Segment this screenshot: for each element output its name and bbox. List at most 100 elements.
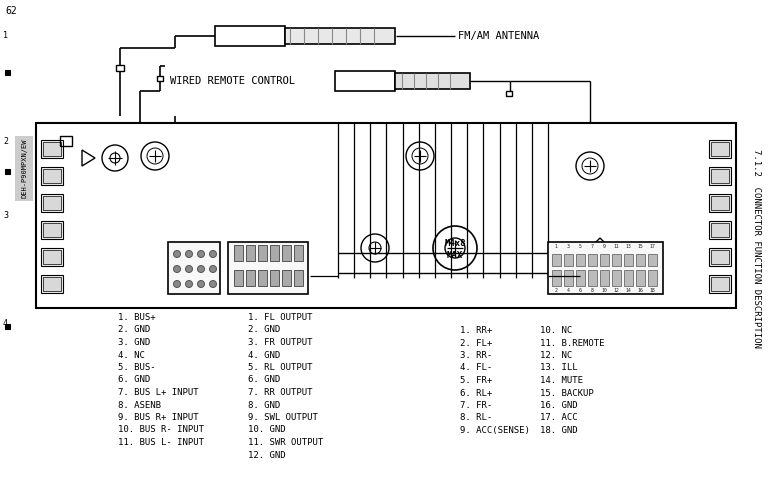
Bar xyxy=(624,254,633,266)
Text: 6. RL+: 6. RL+ xyxy=(460,388,492,397)
Text: 10. GND: 10. GND xyxy=(248,426,286,434)
Bar xyxy=(548,242,663,294)
Circle shape xyxy=(174,250,180,257)
Text: 1. BUS+: 1. BUS+ xyxy=(118,313,156,322)
Bar xyxy=(552,254,561,266)
Text: DEH-P90MPXN/EW: DEH-P90MPXN/EW xyxy=(21,138,27,198)
Bar xyxy=(43,250,61,264)
Bar xyxy=(282,245,291,261)
Bar xyxy=(41,248,63,266)
Bar xyxy=(335,71,395,91)
Bar xyxy=(564,254,573,266)
Bar xyxy=(234,245,243,261)
Bar xyxy=(711,250,729,264)
Text: 17. ACC: 17. ACC xyxy=(540,414,578,423)
Bar xyxy=(711,223,729,237)
Bar xyxy=(636,270,645,286)
Bar xyxy=(168,242,220,294)
Bar xyxy=(43,277,61,291)
Bar xyxy=(624,270,633,286)
Text: 3: 3 xyxy=(3,211,8,221)
Text: 12. GND: 12. GND xyxy=(248,450,286,459)
Bar xyxy=(60,136,72,146)
Bar xyxy=(709,194,731,212)
Text: 1: 1 xyxy=(554,244,558,248)
Bar xyxy=(709,221,731,239)
Text: 10: 10 xyxy=(601,289,607,294)
Text: 17: 17 xyxy=(649,244,655,248)
Text: 1. FL OUTPUT: 1. FL OUTPUT xyxy=(248,313,313,322)
Circle shape xyxy=(210,281,217,288)
Text: 4. GND: 4. GND xyxy=(248,351,280,360)
Text: 6. GND: 6. GND xyxy=(248,375,280,384)
Bar xyxy=(711,196,729,210)
Bar xyxy=(285,28,395,44)
Bar xyxy=(612,270,621,286)
Circle shape xyxy=(197,281,204,288)
Bar xyxy=(711,169,729,183)
Text: 8. RL-: 8. RL- xyxy=(460,414,492,423)
Text: 11. B.REMOTE: 11. B.REMOTE xyxy=(540,338,604,348)
Bar xyxy=(43,142,61,156)
Text: 2. FL+: 2. FL+ xyxy=(460,338,492,348)
Text: 2. GND: 2. GND xyxy=(118,325,151,334)
Bar xyxy=(246,270,255,286)
Text: 14: 14 xyxy=(625,289,631,294)
Text: 4: 4 xyxy=(3,319,8,328)
Text: 7. FR-: 7. FR- xyxy=(460,401,492,410)
Bar xyxy=(612,254,621,266)
Text: 8. ASENB: 8. ASENB xyxy=(118,400,161,410)
Text: 2: 2 xyxy=(554,289,558,294)
Text: FM/AM ANTENNA: FM/AM ANTENNA xyxy=(458,31,539,41)
Text: 12: 12 xyxy=(613,289,619,294)
Circle shape xyxy=(186,250,193,257)
Text: 7. RR OUTPUT: 7. RR OUTPUT xyxy=(248,388,313,397)
Bar xyxy=(282,270,291,286)
Bar xyxy=(43,169,61,183)
Text: 15. BACKUP: 15. BACKUP xyxy=(540,388,594,397)
Text: 11. BUS L- INPUT: 11. BUS L- INPUT xyxy=(118,438,204,447)
Text: 4. FL-: 4. FL- xyxy=(460,364,492,372)
Text: 62: 62 xyxy=(5,6,17,16)
Text: 13: 13 xyxy=(625,244,631,248)
Text: 7.1.2  CONNECTOR FUNCTION DESCRIPTION: 7.1.2 CONNECTOR FUNCTION DESCRIPTION xyxy=(752,149,760,347)
Bar xyxy=(157,76,163,81)
Bar xyxy=(43,223,61,237)
Text: 10. NC: 10. NC xyxy=(540,326,572,335)
Bar xyxy=(116,65,124,71)
Text: 16. GND: 16. GND xyxy=(540,401,578,410)
Bar xyxy=(576,254,585,266)
Bar xyxy=(709,275,731,293)
Circle shape xyxy=(174,265,180,272)
Text: 6. GND: 6. GND xyxy=(118,375,151,384)
Text: 3: 3 xyxy=(567,244,569,248)
Bar xyxy=(576,270,585,286)
Text: 3. FR OUTPUT: 3. FR OUTPUT xyxy=(248,338,313,347)
Bar xyxy=(5,70,10,75)
Text: 5: 5 xyxy=(578,244,581,248)
Text: 11: 11 xyxy=(613,244,619,248)
Bar xyxy=(552,270,561,286)
Bar xyxy=(5,169,10,174)
Bar xyxy=(270,245,279,261)
Text: 10. BUS R- INPUT: 10. BUS R- INPUT xyxy=(118,426,204,434)
Bar xyxy=(600,270,609,286)
Bar xyxy=(648,254,657,266)
Text: 4: 4 xyxy=(567,289,569,294)
Bar xyxy=(43,196,61,210)
Bar xyxy=(41,167,63,185)
Bar xyxy=(506,91,512,96)
Text: 1: 1 xyxy=(3,32,8,41)
Text: 2: 2 xyxy=(3,136,8,145)
Text: 15: 15 xyxy=(637,244,643,248)
Text: 4. NC: 4. NC xyxy=(118,351,145,360)
Bar xyxy=(215,26,285,46)
Text: 7: 7 xyxy=(591,244,594,248)
Text: 9. BUS R+ INPUT: 9. BUS R+ INPUT xyxy=(118,413,199,422)
Text: 8. GND: 8. GND xyxy=(248,400,280,410)
Bar xyxy=(588,254,597,266)
Text: 3. GND: 3. GND xyxy=(118,338,151,347)
Bar xyxy=(711,142,729,156)
Text: 3. RR-: 3. RR- xyxy=(460,351,492,360)
Text: M4x8: M4x8 xyxy=(444,239,465,248)
